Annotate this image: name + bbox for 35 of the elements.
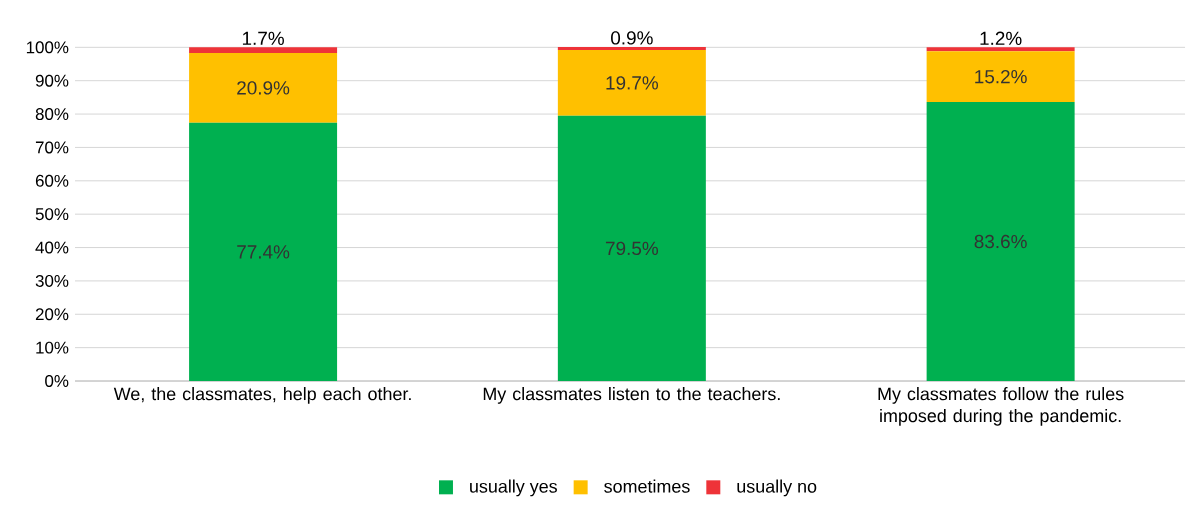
x-tick-label: My classmates listen to the teachers. [483,387,780,404]
data-label: 1.2% [980,31,1022,45]
x-tick-label: My classmates follow the rules imposed during the pandemic. [878,387,1124,426]
y-tick-label: 20% [35,308,69,321]
y-tick-label: 30% [35,274,69,287]
bar [557,50,706,116]
data-label: 1.7% [242,31,284,45]
bar [557,115,706,381]
y-tick-label: 0% [45,375,69,387]
data-label: 79.5% [605,241,659,256]
legend-label: sometimes [604,479,690,493]
bar [189,122,338,381]
bar [557,47,706,50]
bar [189,53,338,123]
data-label: 19.7% [606,76,659,90]
bar [189,47,338,54]
x-tick-label: We, the classmates, help each other. [113,387,411,404]
y-tick-label: 50% [35,208,69,221]
data-label: 83.6% [974,234,1027,249]
y-tick-label: 70% [35,141,69,154]
data-label: 77.4% [237,245,290,259]
data-label: 20.9% [237,81,290,95]
legend-label: usually no [737,479,817,497]
y-tick-label: 100% [26,41,69,54]
y-tick-label: 90% [35,74,69,87]
data-label: 0.9% [611,31,653,45]
legend-label: usually yes [470,479,557,497]
bar [926,51,1075,103]
data-label: 15.2% [975,69,1027,84]
bar [926,47,1075,52]
y-tick-label: 60% [35,174,69,187]
y-tick-label: 40% [35,241,69,254]
y-tick-label: 80% [35,108,69,121]
y-tick-label: 10% [36,341,69,354]
bar [926,102,1075,381]
